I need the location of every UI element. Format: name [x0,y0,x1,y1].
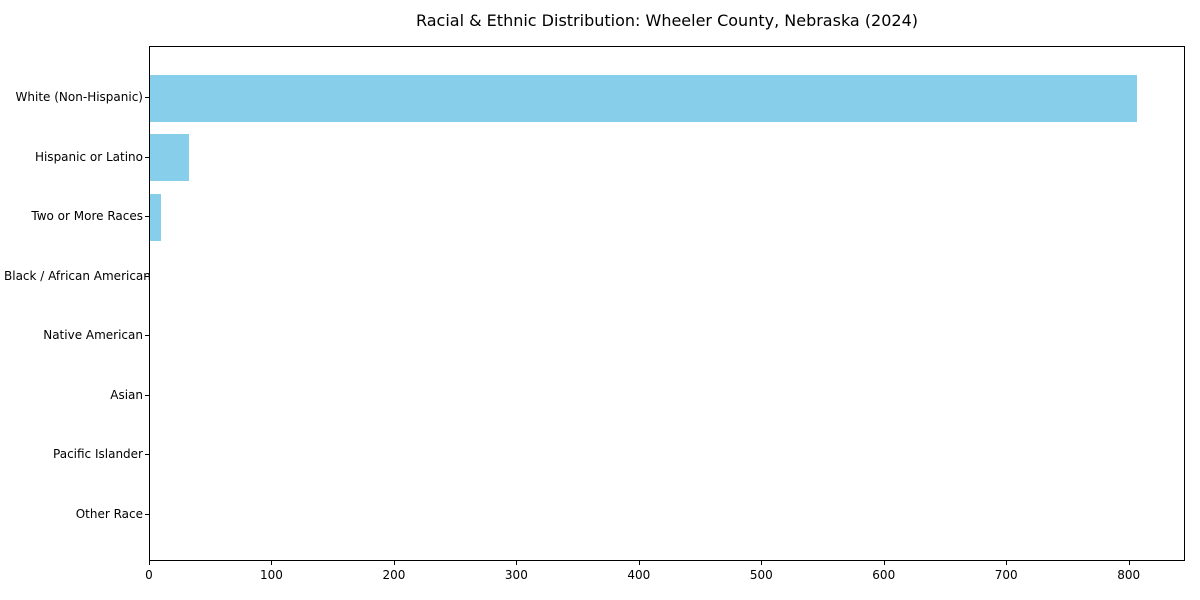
y-tick-mark [145,513,149,515]
x-tick-mark [883,561,885,565]
y-tick-mark [145,216,149,218]
x-tick-label: 0 [145,568,153,582]
y-tick-label: Hispanic or Latino [34,149,143,164]
x-tick-label: 200 [382,568,406,582]
y-tick-label: Pacific Islander [53,447,143,462]
x-tick-mark [271,561,273,565]
x-tick-label: 300 [504,568,528,582]
x-tick-mark [1006,561,1008,565]
y-tick-label: Native American [43,328,143,343]
x-tick-mark [516,561,518,565]
y-tick-mark [145,454,149,456]
y-tick-label: Black / African American [4,268,151,283]
x-tick-mark [393,561,395,565]
chart-title: Racial & Ethnic Distribution: Wheeler Co… [415,11,919,30]
x-tick-label: 700 [994,568,1018,582]
bar-white-non-hispanic [150,74,1137,122]
y-tick-mark [145,335,149,337]
y-tick-label: White (Non-Hispanic) [15,90,143,104]
y-tick-label: Asian [110,387,143,402]
y-tick-label: Other Race [75,506,143,521]
y-tick-mark [145,394,149,396]
x-tick-mark [638,561,640,565]
bar-two-or-more-races [150,193,161,241]
x-tick-label: 800 [1117,568,1141,582]
x-tick-mark [149,561,150,565]
bar-hispanic-or-latino [150,134,189,182]
y-tick-mark [145,97,149,98]
x-tick-label: 600 [872,568,896,582]
y-tick-mark [145,156,149,158]
x-tick-mark [761,561,763,565]
y-tick-mark [145,275,149,277]
x-tick-label: 100 [260,568,283,582]
x-tick-label: 500 [749,568,773,582]
plot-area [149,46,1185,561]
x-tick-label: 400 [627,568,651,582]
x-tick-mark [1128,561,1130,565]
y-tick-label: Two or More Races [31,209,143,224]
